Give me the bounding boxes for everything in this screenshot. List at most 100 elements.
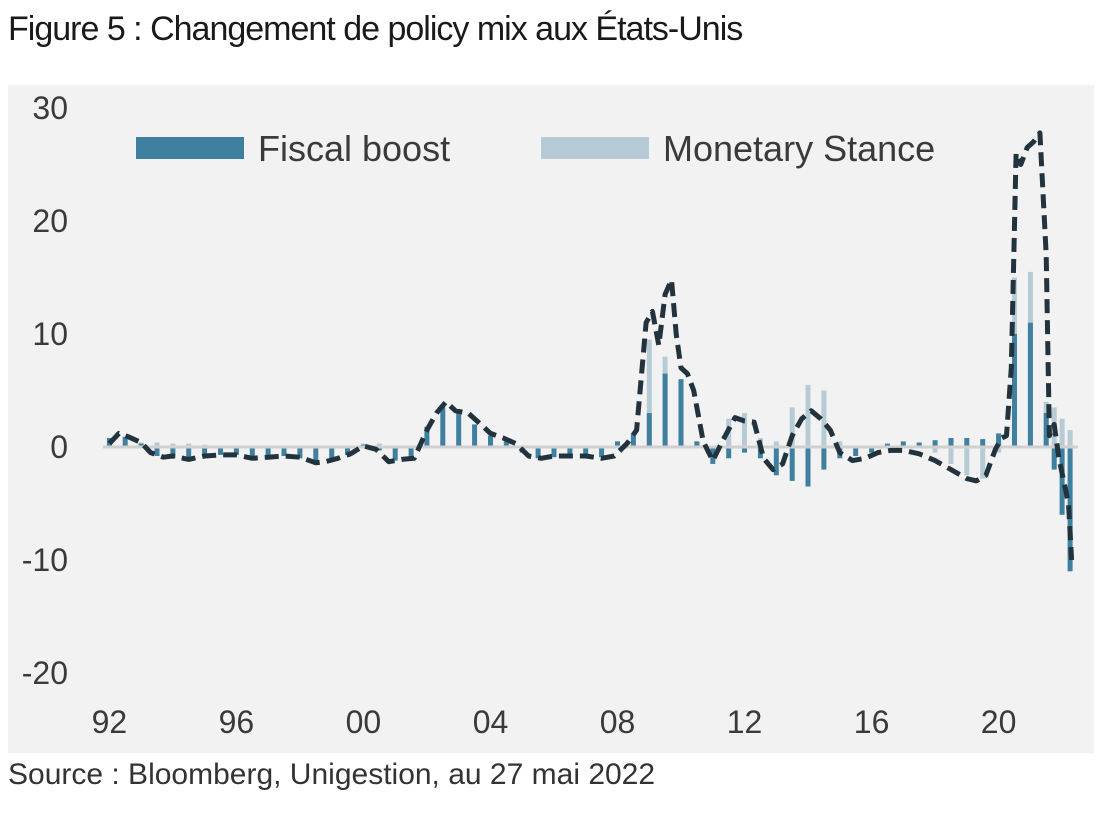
fiscal-boost-bar	[503, 441, 509, 447]
monetary-stance-bar	[789, 407, 795, 447]
fiscal-boost-bar	[615, 441, 620, 447]
monetary-stance-bar	[996, 447, 1002, 453]
fiscal-boost-bar	[789, 447, 795, 481]
fiscal-boost-bar	[869, 447, 875, 453]
fiscal-boost-bar	[329, 447, 335, 460]
y-tick-label: 0	[50, 429, 68, 465]
fiscal-boost-bar	[488, 435, 493, 447]
x-tick-label: 20	[981, 704, 1017, 740]
fiscal-boost-bar	[424, 426, 430, 447]
fiscal-boost-bar	[313, 447, 319, 462]
fiscal-boost-bar	[1059, 447, 1065, 515]
fiscal-boost-bar	[472, 424, 478, 447]
fiscal-boost-bar	[154, 447, 160, 456]
fiscal-boost-bar	[932, 440, 938, 447]
x-tick-label: 96	[219, 704, 255, 740]
monetary-stance-bar	[980, 447, 986, 479]
fiscal-boost-bar	[392, 447, 398, 461]
monetary-stance-bar	[932, 447, 938, 453]
fiscal-boost-bar	[440, 407, 446, 447]
fiscal-boost-bar	[456, 410, 462, 447]
figure-title: Figure 5 : Changement de policy mix aux …	[8, 10, 743, 48]
source-note: Source : Bloomberg, Unigestion, au 27 ma…	[8, 758, 656, 791]
x-axis-ticks: 92 96 00 04 08 12 16 20	[92, 704, 1017, 740]
fiscal-boost-bar	[583, 447, 589, 456]
fiscal-boost-bar	[138, 443, 144, 447]
y-tick-label: 20	[32, 203, 68, 239]
fiscal-boost-bar	[662, 373, 668, 447]
monetary-stance-bar	[773, 441, 779, 447]
fiscal-boost-bar	[678, 379, 684, 447]
monetary-stance-bar	[154, 442, 160, 447]
monetary-stance-bar	[186, 443, 192, 447]
fiscal-boost-bar	[599, 447, 605, 458]
fiscal-boost-bar	[821, 447, 827, 470]
y-tick-label: 10	[32, 316, 68, 352]
fiscal-boost-bar	[646, 413, 652, 447]
fiscal-boost-bar	[853, 447, 859, 456]
fiscal-boost-bar	[916, 442, 922, 447]
fiscal-boost-bar	[1012, 334, 1017, 447]
fiscal-boost-bar	[1051, 447, 1057, 470]
legend-label-monetary-stance: Monetary Stance	[663, 128, 935, 169]
monetary-stance-bar	[805, 384, 811, 447]
fiscal-boost-bar	[170, 447, 176, 459]
fiscal-boost-bar	[948, 438, 954, 447]
fiscal-boost-bar	[202, 447, 208, 456]
fiscal-boost-bar	[297, 447, 303, 459]
fiscal-boost-bar	[1027, 322, 1033, 447]
policy-mix-chart: 30 20 10 0 -10 -20 92 96 00 04 08 12 16 20 Fiscal bo…	[22, 90, 1078, 740]
legend-label-fiscal-boost: Fiscal boost	[258, 128, 450, 169]
fiscal-boost-bar	[408, 447, 414, 459]
fiscal-boost-bar	[233, 447, 239, 455]
fiscal-boost-bar	[345, 447, 350, 455]
monetary-stance-bar	[170, 443, 176, 447]
fiscal-boost-bar	[884, 443, 890, 447]
monetary-stance-bar	[1067, 430, 1073, 447]
x-tick-label: 08	[600, 704, 636, 740]
fiscal-boost-bar	[773, 447, 779, 476]
fiscal-boost-bar	[535, 447, 541, 459]
monetary-stance-bar	[646, 339, 652, 447]
monetary-stance-bar	[964, 447, 970, 476]
fiscal-boost-bar	[567, 447, 573, 456]
fiscal-boost-bar	[218, 447, 223, 455]
x-tick-label: 04	[473, 704, 509, 740]
total-dashed-line	[107, 130, 1075, 561]
fiscal-boost-bar	[376, 447, 382, 451]
fiscal-boost-bar	[186, 447, 192, 458]
x-tick-label: 16	[854, 704, 890, 740]
legend: Fiscal boost Monetary Stance	[136, 128, 935, 169]
y-axis-ticks: 30 20 10 0 -10 -20	[22, 90, 68, 691]
line-layer	[107, 130, 1075, 561]
fiscal-boost-bar	[996, 433, 1002, 447]
y-tick-label: -10	[22, 542, 68, 578]
y-tick-label: -20	[22, 655, 68, 691]
monetary-stance-bar	[821, 390, 827, 447]
monetary-stance-bar	[376, 443, 382, 447]
fiscal-boost-bar	[122, 436, 128, 447]
y-tick-label: 30	[32, 90, 68, 126]
legend-swatch-fiscal-boost	[136, 137, 244, 159]
x-tick-label: 00	[346, 704, 382, 740]
monetary-stance-bar	[1059, 418, 1065, 448]
fiscal-boost-bar	[630, 433, 636, 447]
fiscal-boost-bar	[249, 447, 255, 456]
fiscal-boost-bar	[265, 447, 271, 458]
x-tick-label: 92	[92, 704, 128, 740]
fiscal-boost-bar	[726, 447, 732, 459]
fiscal-boost-bar	[980, 439, 986, 447]
chart-area: 30 20 10 0 -10 -20 92 96 00 04 08 12 16 20 Fiscal bo…	[8, 85, 1094, 753]
monetary-stance-bar	[837, 441, 843, 447]
monetary-stance-bar	[948, 447, 954, 464]
fiscal-boost-bar	[551, 447, 557, 458]
x-tick-label: 12	[727, 704, 763, 740]
fiscal-boost-bar	[805, 447, 811, 487]
legend-swatch-monetary-stance	[541, 137, 649, 159]
fiscal-boost-bar	[281, 447, 287, 456]
monetary-stance-bar	[742, 413, 747, 447]
fiscal-boost-bar	[694, 441, 700, 447]
fiscal-boost-bar	[900, 441, 906, 447]
fiscal-boost-bar	[742, 447, 747, 453]
fiscal-boost-bar	[964, 438, 970, 447]
